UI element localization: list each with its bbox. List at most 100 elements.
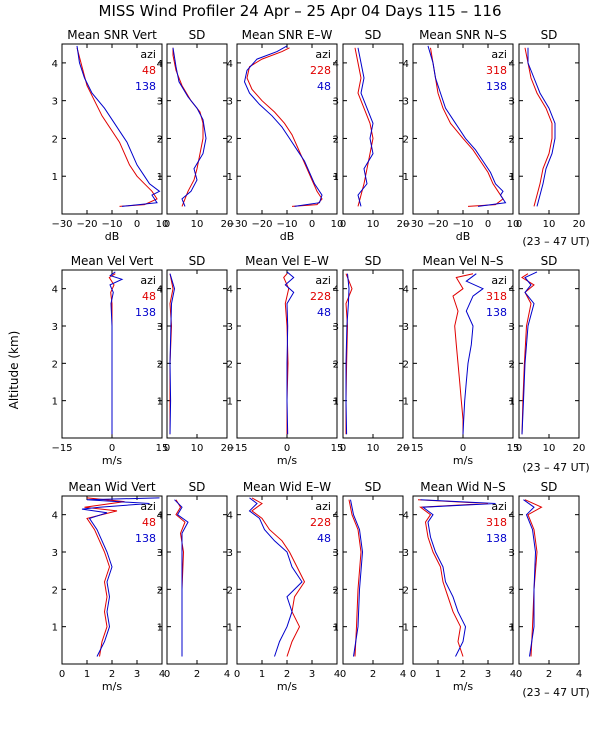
legend-header: azi <box>491 274 507 287</box>
series-line-228 <box>283 273 290 435</box>
y-tick-label: 4 <box>509 59 515 70</box>
legend-entry: 228 <box>310 290 331 303</box>
panel-title: SD <box>189 480 206 494</box>
y-tick-label: 4 <box>509 511 515 522</box>
series-line-48 <box>357 47 374 207</box>
x-tick-label: 15 <box>331 443 344 454</box>
y-tick-label: 2 <box>52 359 58 370</box>
x-tick-label: 2 <box>194 669 200 680</box>
panel-title: SD <box>541 254 558 268</box>
y-tick-label: 4 <box>52 285 58 296</box>
series-line-138 <box>169 273 176 435</box>
panel-frame <box>342 495 404 665</box>
series-line-48 <box>248 497 303 657</box>
y-tick-label: 3 <box>403 322 409 333</box>
x-tick-label: 2 <box>109 669 115 680</box>
y-tick-label: 3 <box>333 548 339 559</box>
y-tick-label: 4 <box>403 285 409 296</box>
x-tick-label: 2 <box>284 669 290 680</box>
panel-frame <box>518 495 580 665</box>
y-tick-label: 1 <box>52 172 58 183</box>
legend-header: azi <box>315 500 331 513</box>
panel-title: Mean SNR E–W <box>242 28 333 42</box>
y-tick-label: 4 <box>333 285 339 296</box>
x-tick-label: −30 <box>226 219 247 230</box>
y-tick-label: 1 <box>333 623 339 634</box>
y-tick-label: 3 <box>333 97 339 108</box>
y-tick-label: 2 <box>52 585 58 596</box>
x-axis-label: dB <box>280 230 295 243</box>
series-line-48 <box>175 499 186 657</box>
y-tick-label: 2 <box>333 359 339 370</box>
panel-frame <box>166 495 228 665</box>
legend-header: azi <box>491 48 507 61</box>
legend-entry: 48 <box>142 516 156 529</box>
panel-title: SD <box>541 480 558 494</box>
y-tick-label: 1 <box>227 623 233 634</box>
y-tick-label: 1 <box>403 623 409 634</box>
series-line-228 <box>348 499 362 657</box>
x-tick-label: 0 <box>485 219 491 230</box>
y-tick-label: 3 <box>52 97 58 108</box>
panel-title: Mean SNR Vert <box>67 28 157 42</box>
series-line-138 <box>527 47 556 207</box>
y-tick-label: 3 <box>52 322 58 333</box>
series-line-318 <box>524 47 553 207</box>
x-tick-label: 20 <box>573 443 586 454</box>
x-tick-label: −20 <box>251 219 272 230</box>
x-tick-label: 20 <box>221 443 234 454</box>
x-tick-label: 20 <box>573 219 586 230</box>
series-line-318 <box>521 273 535 435</box>
panel-title: Mean Wid E–W <box>243 480 331 494</box>
legend-entry: 48 <box>317 80 331 93</box>
y-tick-label: 1 <box>52 623 58 634</box>
y-axis-label: Altitude (km) <box>7 331 21 410</box>
legend-header: azi <box>140 48 156 61</box>
series-line-48 <box>76 47 158 207</box>
legend-entry: 48 <box>317 306 331 319</box>
y-tick-label: 2 <box>333 585 339 596</box>
x-tick-label: 4 <box>510 669 516 680</box>
x-tick-label: 0 <box>410 669 416 680</box>
y-tick-label: 2 <box>509 585 515 596</box>
x-tick-label: 0 <box>516 443 522 454</box>
y-tick-label: 2 <box>403 585 409 596</box>
panel-title: Mean Vel E–W <box>245 254 329 268</box>
y-tick-label: 3 <box>227 97 233 108</box>
panel-title: SD <box>541 28 558 42</box>
series-line-138 <box>521 271 538 435</box>
panel-title: SD <box>365 254 382 268</box>
y-tick-label: 2 <box>403 359 409 370</box>
time-note-row-1: (23 – 47 UT) <box>522 235 589 248</box>
legend-entry: 138 <box>486 80 507 93</box>
y-tick-label: 1 <box>157 172 163 183</box>
x-tick-label: 10 <box>331 219 344 230</box>
y-tick-label: 2 <box>333 134 339 145</box>
x-tick-label: 0 <box>516 669 522 680</box>
y-tick-label: 1 <box>157 623 163 634</box>
panel-vel-vert-sd: SD 1 2 3 4 0 10 20 <box>157 254 234 454</box>
y-tick-label: 4 <box>227 511 233 522</box>
panel-frame <box>342 43 404 215</box>
y-tick-label: 1 <box>227 397 233 408</box>
x-tick-label: 15 <box>156 443 169 454</box>
x-tick-label: 4 <box>224 669 230 680</box>
y-tick-label: 4 <box>333 511 339 522</box>
series-line-48 <box>243 45 323 207</box>
panel-title: Mean Vel Vert <box>71 254 154 268</box>
x-tick-label: 0 <box>460 443 466 454</box>
series-line-138 <box>420 499 496 657</box>
x-tick-label: −10 <box>101 219 122 230</box>
legend-entry: 138 <box>486 532 507 545</box>
legend-header: azi <box>315 274 331 287</box>
y-tick-label: 1 <box>52 397 58 408</box>
panel-vel-ns-sd: SD 1 2 3 4 0 10 20 <box>509 254 586 454</box>
x-tick-label: 1 <box>435 669 441 680</box>
legend-entry: 138 <box>135 80 156 93</box>
y-tick-label: 4 <box>509 285 515 296</box>
time-note-row-2: (23 – 47 UT) <box>522 461 589 474</box>
